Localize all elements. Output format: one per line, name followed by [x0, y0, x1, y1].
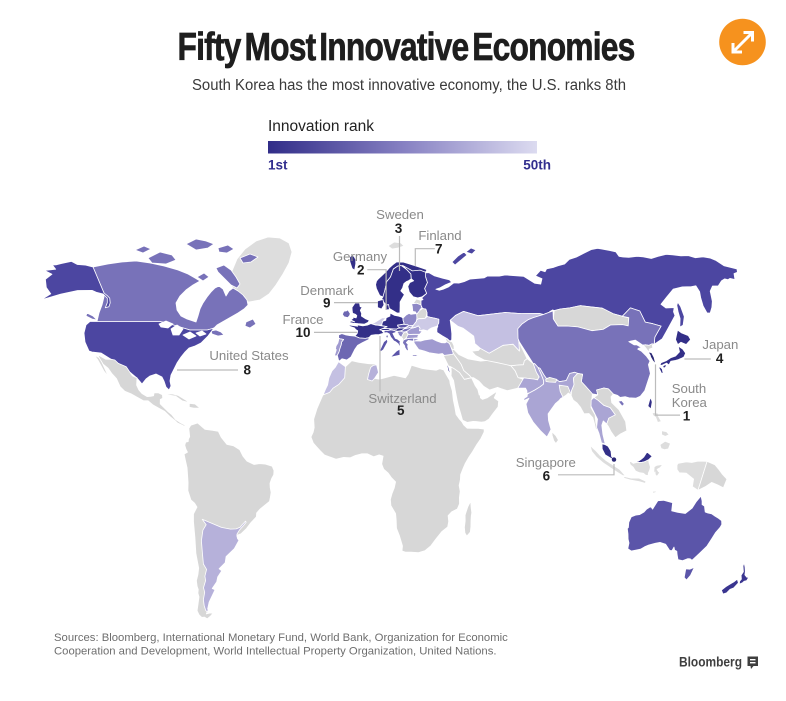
svg-text:8: 8	[244, 363, 252, 378]
svg-text:1: 1	[683, 409, 691, 424]
svg-text:1st: 1st	[268, 158, 288, 173]
svg-text:Bloomberg: Bloomberg	[679, 655, 742, 670]
svg-text:Germany: Germany	[333, 249, 388, 264]
svg-text:4: 4	[716, 351, 724, 366]
svg-text:Switzerland: Switzerland	[368, 391, 436, 406]
svg-text:10: 10	[295, 325, 310, 340]
svg-text:Korea: Korea	[672, 395, 708, 410]
svg-text:Denmark: Denmark	[300, 283, 354, 298]
svg-text:Fifty Most Innovative Economie: Fifty Most Innovative Economies	[178, 26, 635, 69]
svg-text:Innovation rank: Innovation rank	[268, 118, 374, 135]
svg-text:Finland: Finland	[418, 228, 461, 243]
svg-text:South: South	[672, 381, 706, 396]
svg-text:United States: United States	[209, 348, 289, 363]
svg-text:7: 7	[435, 242, 443, 257]
svg-text:South Korea has the most innov: South Korea has the most innovative econ…	[192, 77, 626, 94]
svg-text:9: 9	[323, 296, 331, 311]
svg-text:Cooperation and Development, W: Cooperation and Development, World Intel…	[54, 646, 497, 658]
svg-text:France: France	[282, 312, 323, 327]
svg-text:Japan: Japan	[702, 337, 738, 352]
svg-text:50th: 50th	[523, 158, 551, 173]
svg-text:Sources: Bloomberg, Internatio: Sources: Bloomberg, International Moneta…	[54, 632, 508, 644]
svg-text:2: 2	[357, 263, 365, 278]
svg-text:6: 6	[543, 469, 551, 484]
svg-text:Sweden: Sweden	[376, 207, 424, 222]
svg-text:3: 3	[395, 221, 403, 236]
svg-text:Singapore: Singapore	[516, 455, 576, 470]
svg-text:5: 5	[397, 403, 405, 418]
